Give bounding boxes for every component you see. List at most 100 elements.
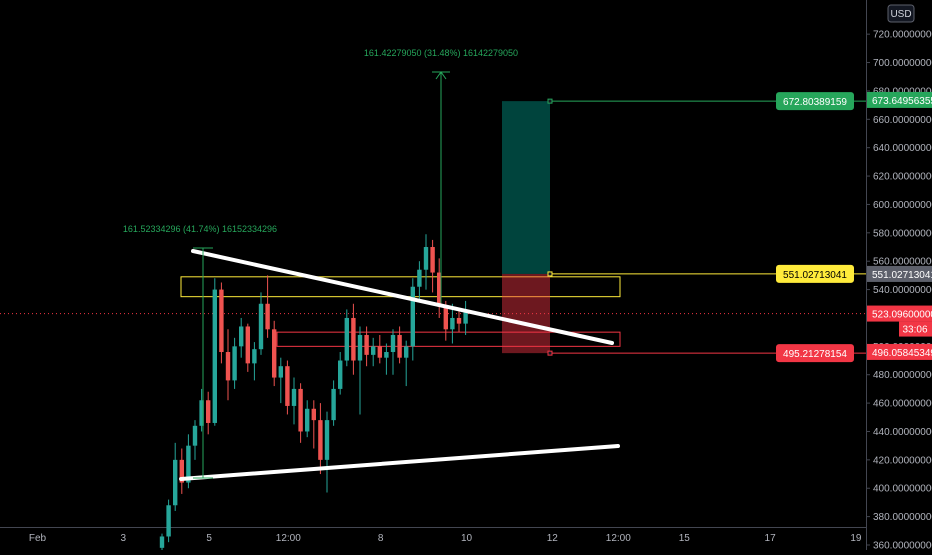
candle: [245, 323, 250, 372]
measure-arrow-2: [435, 71, 447, 80]
stop-price-label: 495.21278154: [783, 349, 847, 360]
time-tick-label: 15: [679, 533, 691, 544]
time-tick-label: 3: [121, 533, 127, 544]
price-badge: [867, 265, 932, 282]
price-tick-label: 560.00000000: [873, 257, 932, 268]
price-badge-label: 673.64956355: [872, 96, 932, 107]
candle: [357, 326, 363, 415]
profit-area[interactable]: [502, 101, 550, 274]
candle-body: [443, 306, 448, 330]
candle-body: [166, 505, 171, 537]
candle: [364, 326, 369, 367]
candle-body: [219, 289, 224, 353]
candle: [397, 326, 402, 364]
price-badge: [867, 91, 932, 108]
candle: [338, 352, 343, 395]
descending-trendline[interactable]: [191, 249, 614, 345]
candle-body: [232, 346, 237, 381]
candle: [291, 377, 297, 425]
candle-body: [463, 312, 468, 324]
target-handle[interactable]: [547, 98, 553, 104]
price-tick-label: 660.00000000: [873, 115, 932, 126]
price-tick-label: 540.00000000: [873, 285, 932, 296]
target-price-label: 672.80389159: [783, 97, 847, 108]
measure-tools[interactable]: 161.52334296 (41.74%) 16152334296 161.422…: [123, 48, 518, 479]
candle: [232, 337, 237, 389]
stop-price-label-bg[interactable]: [776, 344, 854, 363]
candle-body: [423, 247, 429, 270]
position-tool[interactable]: 672.80389159 551.02713041 495.21278154: [502, 92, 866, 363]
candle-body: [357, 334, 363, 361]
support-zone-red[interactable]: [276, 331, 621, 347]
candle-body: [159, 536, 165, 548]
price-badge-label: 523.09600000: [872, 310, 932, 321]
candle-body: [285, 366, 290, 406]
price-badge: [867, 343, 932, 360]
price-tick-label: 580.00000000: [873, 228, 932, 239]
candle: [324, 411, 330, 493]
candle: [285, 360, 290, 415]
candle-body: [397, 334, 402, 358]
candle-body: [173, 459, 178, 506]
price-tick-label: 680.00000000: [873, 86, 932, 97]
candle-body: [278, 366, 283, 378]
price-tick-label: 360.00000000: [873, 541, 932, 551]
candle-body: [377, 346, 382, 358]
candle: [318, 403, 323, 475]
candle-body: [206, 400, 211, 423]
candle-body: [456, 317, 462, 324]
time-tick-label: 12:00: [276, 533, 301, 544]
candle-body: [311, 408, 316, 421]
candle: [272, 320, 277, 387]
candle: [410, 278, 415, 361]
candle-body: [258, 303, 264, 350]
candle-body: [305, 408, 310, 432]
candle: [225, 329, 231, 401]
candle: [377, 334, 382, 364]
candle: [199, 388, 204, 432]
stop-handle[interactable]: [547, 350, 553, 356]
candle: [331, 380, 336, 426]
price-tick-label: 400.00000000: [873, 484, 932, 495]
candle: [219, 282, 224, 364]
candle-body: [272, 329, 277, 378]
candles-layer: [159, 234, 468, 553]
candle-body: [291, 388, 297, 406]
price-badge-label: 551.02713041: [872, 270, 932, 281]
countdown-label: 33:06: [902, 325, 927, 336]
time-tick-label: 10: [461, 533, 473, 544]
price-tick-label: 620.00000000: [873, 172, 932, 183]
time-axis[interactable]: Feb 3 5 12:00 8 10 12 12:00 15 17 19: [29, 533, 862, 544]
candle-body: [199, 400, 204, 426]
ascending-trendline[interactable]: [179, 444, 620, 481]
loss-area[interactable]: [502, 273, 550, 354]
candle: [371, 337, 376, 367]
entry-price-label-bg[interactable]: [776, 264, 854, 283]
candle-body: [371, 346, 376, 355]
target-price-label-bg[interactable]: [776, 92, 854, 111]
time-tick-label: 12:00: [606, 533, 631, 544]
trendlines-layer[interactable]: [179, 249, 620, 481]
candle-body: [351, 317, 356, 361]
resistance-zone-yellow[interactable]: [180, 276, 621, 298]
candle-body: [417, 269, 422, 287]
candle: [404, 340, 409, 387]
candle-body: [252, 349, 257, 364]
time-tick-label: 5: [206, 533, 212, 544]
currency-label: USD: [890, 9, 911, 20]
candle: [351, 303, 356, 375]
entry-handle[interactable]: [547, 271, 553, 277]
candle-body: [324, 420, 330, 460]
entry-price-label: 551.02713041: [783, 270, 847, 281]
candle: [206, 391, 211, 435]
candle-body: [390, 334, 396, 353]
time-tick-label: 12: [547, 533, 559, 544]
candle: [423, 234, 429, 290]
candle: [192, 420, 198, 460]
candle-body: [344, 317, 349, 361]
candle: [456, 309, 462, 333]
measure-label-1: 161.52334296 (41.74%) 16152334296: [123, 224, 277, 234]
currency-button[interactable]: [887, 4, 915, 23]
